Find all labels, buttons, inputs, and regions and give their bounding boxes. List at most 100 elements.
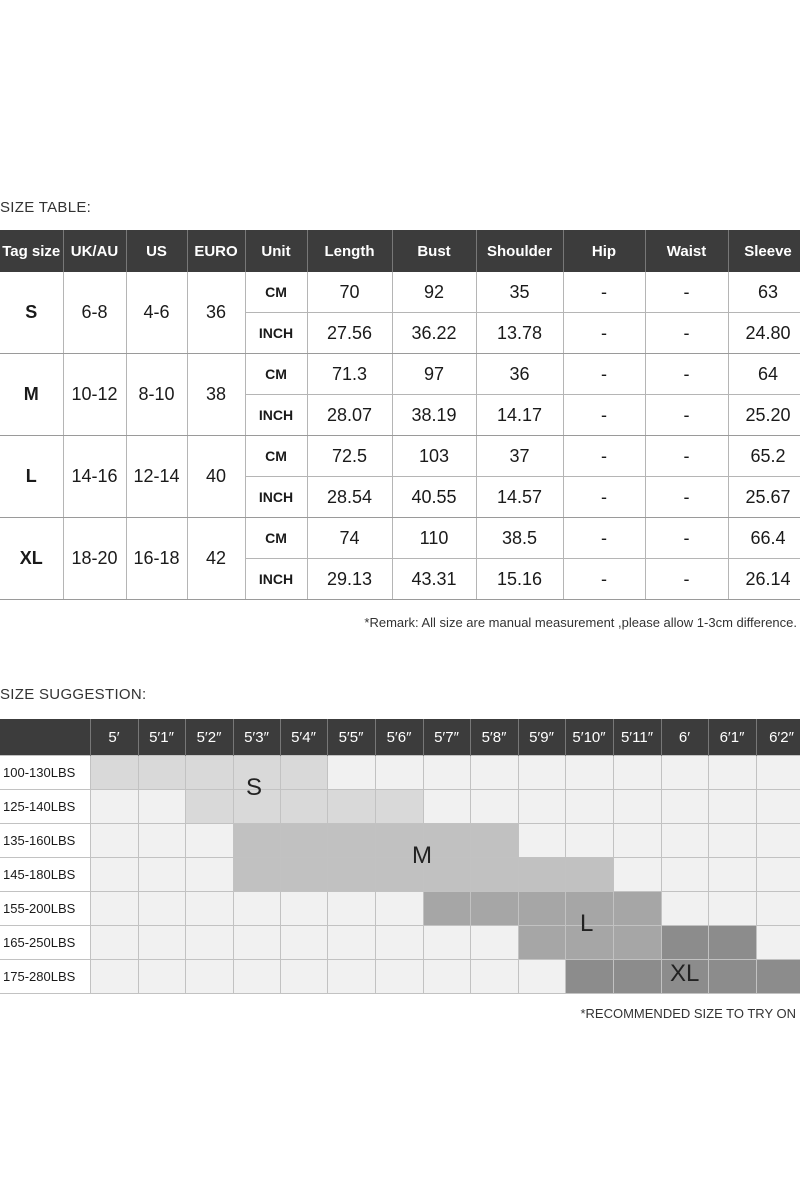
grid-cell [612,823,662,858]
grid-cell [469,789,519,824]
grid-cell [184,755,234,790]
waist-cell: - [645,476,729,518]
size-tag-cell: XL [0,517,64,600]
grid-cell [755,755,800,790]
grid-cell [707,857,757,892]
height-header: 5′9″ [518,719,566,756]
grid-cell [707,891,757,926]
grid-cell [326,925,376,960]
grid-cell [564,823,614,858]
grid-cell [89,857,139,892]
grid-cell [89,823,139,858]
weight-label: 165-250LBS [0,925,91,960]
shoulder-cell: 14.57 [476,476,564,518]
sleeve-cell: 63 [728,272,800,313]
grid-cell [184,823,234,858]
header-uk-au: UK/AU [63,230,127,272]
grid-cell [326,789,376,824]
height-header: 5′6″ [375,719,424,756]
header-us: US [126,230,188,272]
size-row-inch: INCH 27.56 36.22 13.78- -24.80 [0,312,800,354]
grid-cell [279,823,328,858]
size-tag-cell: M [0,353,64,436]
header-shoulder: Shoulder [476,230,564,272]
grid-cell [137,959,186,994]
grid-cell [232,857,281,892]
weight-row: 135-160LBS [0,823,800,858]
sleeve-cell: 66.4 [728,517,800,559]
grid-cell [612,857,662,892]
grid-cell [707,959,757,994]
shoulder-cell: 14.17 [476,394,564,436]
height-header: 6′1″ [708,719,757,756]
height-header: 5′11″ [613,719,662,756]
header-unit: Unit [245,230,308,272]
grid-cell [422,755,471,790]
grid-cell [326,891,376,926]
sleeve-cell: 65.2 [728,435,800,477]
us-cell: 8-10 [126,353,188,436]
length-cell: 28.54 [307,476,393,518]
grid-cell [326,755,376,790]
grid-cell [707,789,757,824]
bust-cell: 103 [392,435,477,477]
grid-cell [89,891,139,926]
hip-cell: - [563,517,646,559]
grid-cell [422,857,471,892]
grid-cell [660,959,709,994]
grid-cell [137,823,186,858]
us-cell: 12-14 [126,435,188,518]
weight-row: 155-200LBS [0,891,800,926]
waist-cell: - [645,272,729,313]
grid-cell [612,959,662,994]
waist-cell: - [645,394,729,436]
grid-cell [89,925,139,960]
size-row-inch: INCH 28.07 38.19 14.17- -25.20 [0,394,800,436]
grid-cell [374,789,424,824]
grid-cell [755,959,800,994]
grid-cell [469,823,519,858]
grid-cell [279,959,328,994]
grid-cell [564,891,614,926]
grid-cell [89,755,139,790]
grid-cell [660,857,709,892]
height-header: 5′8″ [470,719,519,756]
height-header: 5′3″ [233,719,281,756]
bust-cell: 38.19 [392,394,477,436]
grid-cell [232,959,281,994]
waist-cell: - [645,435,729,477]
waist-cell: - [645,517,729,559]
waist-cell: - [645,312,729,354]
grid-cell [564,857,614,892]
weight-label: 155-200LBS [0,891,91,926]
unit-cell: CM [245,517,308,559]
hip-cell: - [563,476,646,518]
shoulder-cell: 13.78 [476,312,564,354]
length-cell: 74 [307,517,393,559]
grid-cell [422,891,471,926]
unit-cell: INCH [245,394,308,436]
grid-cell [755,925,800,960]
grid-cell [184,925,234,960]
header-tag-size: Tag size [0,230,64,272]
grid-cell [137,755,186,790]
weight-label: 125-140LBS [0,789,91,824]
grid-cell [612,891,662,926]
grid-cell [374,891,424,926]
grid-cell [469,857,519,892]
weight-label: 145-180LBS [0,857,91,892]
size-row-cm: S 6-8 4-6 36 CM 70 92 35- -63 [0,272,800,354]
height-header: 5′7″ [423,719,471,756]
header-bust: Bust [392,230,477,272]
grid-cell [279,891,328,926]
grid-cell [517,823,566,858]
hip-cell: - [563,353,646,395]
grid-cell [137,857,186,892]
weight-label: 135-160LBS [0,823,91,858]
grid-cell [184,857,234,892]
height-header: 6′ [661,719,709,756]
grid-cell [374,959,424,994]
euro-cell: 36 [187,272,246,354]
grid-cell [422,823,471,858]
height-header: 6′2″ [756,719,800,756]
